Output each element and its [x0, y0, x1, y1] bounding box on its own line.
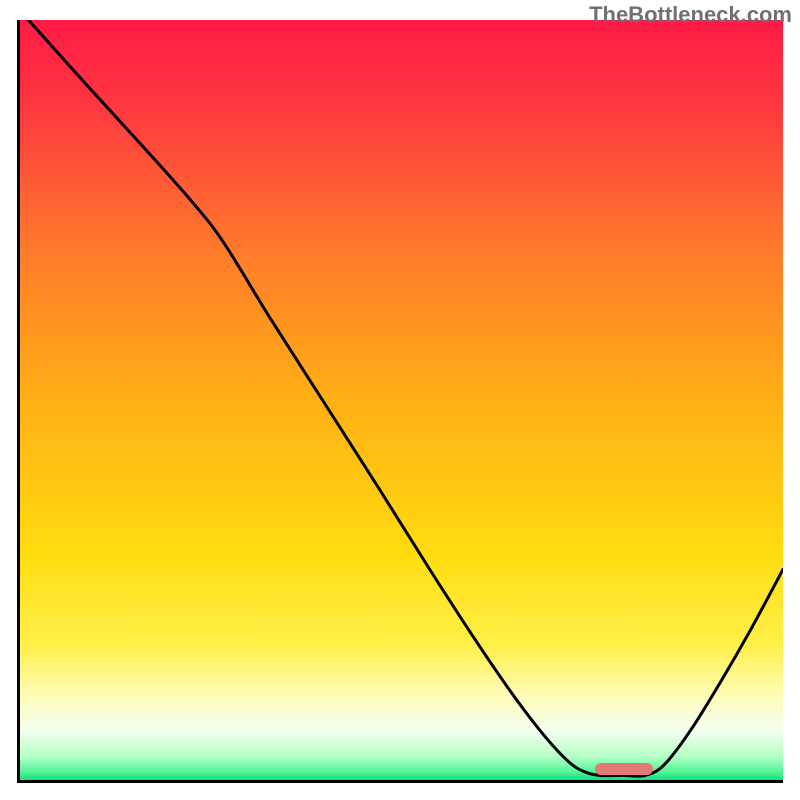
plot-area — [17, 20, 783, 783]
bottleneck-curve — [17, 20, 783, 783]
watermark-text: TheBottleneck.com — [589, 2, 792, 28]
optimal-marker — [595, 763, 652, 775]
y-axis — [17, 20, 20, 783]
x-axis — [17, 780, 783, 783]
chart-container: TheBottleneck.com — [0, 0, 800, 800]
